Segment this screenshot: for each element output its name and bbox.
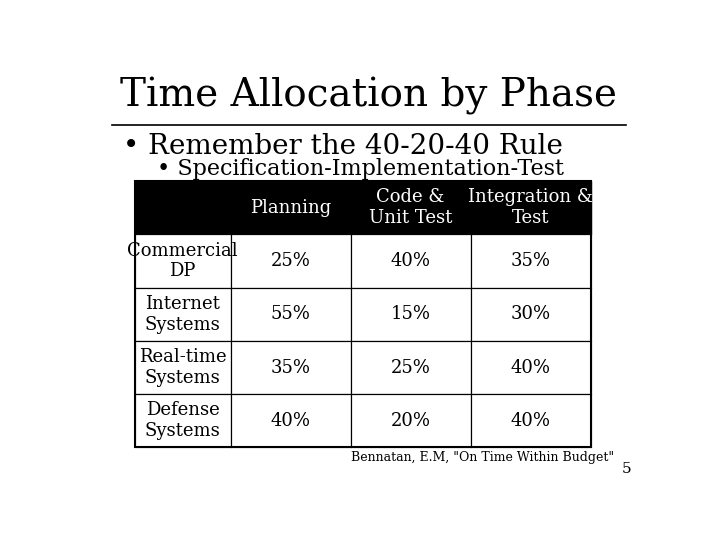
Text: Internet
Systems: Internet Systems [145,295,220,334]
Text: 15%: 15% [390,305,431,323]
Text: 30%: 30% [510,305,551,323]
FancyBboxPatch shape [351,234,471,288]
FancyBboxPatch shape [135,288,230,341]
Text: 40%: 40% [390,252,431,270]
Text: • Specification-Implementation-Test: • Specification-Implementation-Test [157,158,564,180]
FancyBboxPatch shape [351,341,471,394]
FancyBboxPatch shape [351,394,471,447]
Text: 25%: 25% [271,252,310,270]
Text: Real-time
Systems: Real-time Systems [139,348,227,387]
Text: 55%: 55% [271,305,310,323]
Text: • Remember the 40-20-40 Rule: • Remember the 40-20-40 Rule [124,133,563,160]
FancyBboxPatch shape [230,341,351,394]
FancyBboxPatch shape [230,234,351,288]
Text: 40%: 40% [271,411,310,430]
Text: Planning: Planning [250,199,331,217]
Text: Bennatan, E.M, "On Time Within Budget": Bennatan, E.M, "On Time Within Budget" [351,451,615,464]
Text: 35%: 35% [510,252,551,270]
Text: 40%: 40% [510,359,551,376]
FancyBboxPatch shape [135,394,230,447]
Text: 5: 5 [621,462,631,476]
FancyBboxPatch shape [351,288,471,341]
FancyBboxPatch shape [230,394,351,447]
Text: 20%: 20% [390,411,431,430]
Text: Commercial
DP: Commercial DP [127,242,238,280]
Text: 35%: 35% [271,359,310,376]
FancyBboxPatch shape [135,341,230,394]
FancyBboxPatch shape [230,288,351,341]
Text: Code &
Unit Test: Code & Unit Test [369,188,452,227]
Text: 40%: 40% [510,411,551,430]
FancyBboxPatch shape [471,394,590,447]
FancyBboxPatch shape [471,341,590,394]
FancyBboxPatch shape [135,181,590,234]
Text: Defense
Systems: Defense Systems [145,401,220,440]
FancyBboxPatch shape [471,288,590,341]
Text: Integration &
Test: Integration & Test [468,188,593,227]
FancyBboxPatch shape [135,234,230,288]
FancyBboxPatch shape [471,234,590,288]
Text: Time Allocation by Phase: Time Allocation by Phase [120,77,618,115]
Text: 25%: 25% [391,359,431,376]
